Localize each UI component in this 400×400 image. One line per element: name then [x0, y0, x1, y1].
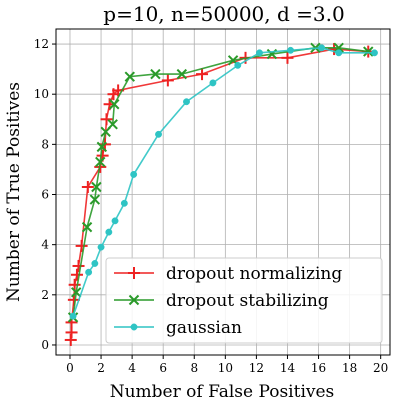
legend-entry-dropout-stabilizing: dropout stabilizing: [114, 291, 329, 311]
point-gaussian-marker: [287, 46, 295, 54]
y-tick-label: 10: [34, 87, 49, 101]
point-dropout-normalizing-marker: [75, 239, 88, 252]
point-dropout-stabilizing-marker: [176, 68, 188, 80]
point-gaussian-marker: [69, 312, 77, 320]
point-dropout-normalizing-marker: [72, 259, 85, 272]
y-tick-label: 4: [41, 238, 49, 252]
point-gaussian-marker: [105, 228, 113, 236]
chart-title: p=10, n=50000, d =3.0: [103, 2, 344, 26]
legend-box: [105, 257, 383, 344]
x-tick-label: 10: [218, 361, 233, 375]
legend-label: gaussian: [166, 318, 242, 338]
y-tick-label: 6: [41, 188, 49, 202]
point-gaussian-marker: [91, 260, 99, 267]
x-tick-label: 18: [342, 361, 357, 375]
point-dropout-stabilizing-marker: [95, 156, 106, 168]
y-tick-label: 8: [41, 137, 49, 151]
point-dropout-stabilizing-marker: [107, 119, 118, 130]
y-tick-label: 12: [34, 37, 49, 51]
y-tick-label: 2: [41, 288, 49, 302]
point-dropout-normalizing-marker: [161, 74, 174, 87]
x-tick-label: 14: [280, 361, 296, 375]
legend-label: dropout stabilizing: [166, 291, 329, 311]
series-dropout-stabilizing: [67, 42, 374, 323]
point-gaussian-marker: [371, 49, 378, 57]
point-gaussian-marker: [318, 44, 326, 52]
x-tick-label: 12: [249, 361, 264, 375]
point-dropout-normalizing-marker: [70, 268, 83, 281]
point-dropout-stabilizing-marker: [91, 181, 102, 193]
x-tick-label: 8: [190, 361, 198, 375]
ticks: 0 2 4 6 8 10 12 14 16 18 20 0 2 4 6 8 10 12: [34, 37, 389, 375]
point-dropout-normalizing-marker: [281, 51, 294, 64]
point-dropout-stabilizing-marker: [96, 141, 108, 153]
plot-frame: [55, 28, 391, 356]
point-dropout-stabilizing-marker: [124, 71, 135, 82]
x-tick-label: 16: [311, 361, 326, 375]
point-dropout-stabilizing-marker: [70, 287, 82, 298]
point-gaussian-marker: [183, 98, 190, 106]
legend-dropout-stabilizing-marker: [128, 294, 140, 306]
point-gaussian-marker: [130, 170, 138, 178]
point-gaussian-marker: [335, 49, 343, 57]
x-tick-label: 0: [66, 361, 74, 375]
point-gaussian-marker: [155, 130, 162, 138]
legend-entry-dropout-normalizing: dropout normalizing: [114, 264, 342, 284]
legend-entry-gaussian: gaussian: [114, 318, 242, 338]
x-tick-label: 6: [159, 361, 167, 375]
point-dropout-normalizing-marker: [65, 326, 78, 339]
point-gaussian-marker: [256, 49, 263, 57]
point-gaussian-marker: [85, 268, 93, 276]
point-dropout-stabilizing-marker: [109, 99, 120, 110]
point-gaussian-marker: [111, 217, 119, 225]
point-dropout-stabilizing-marker: [89, 194, 101, 205]
series-line-dropout-stabilizing: [72, 46, 369, 318]
point-dropout-stabilizing-marker: [81, 221, 93, 233]
y-axis-label: Number of True Positives: [4, 82, 24, 302]
series-gaussian: [69, 44, 378, 320]
point-dropout-stabilizing-marker: [150, 68, 161, 80]
point-gaussian-marker: [97, 243, 105, 251]
legend-dropout-normalizing-marker: [128, 267, 140, 279]
point-dropout-stabilizing-marker: [363, 46, 374, 57]
x-axis-label: Number of False Positives: [110, 382, 335, 400]
x-tick-label: 4: [128, 361, 136, 375]
point-gaussian-marker: [209, 79, 217, 87]
point-dropout-normalizing-marker: [68, 278, 81, 291]
series-layer: [64, 42, 378, 346]
legend-gaussian-marker: [130, 323, 138, 331]
legend: dropout normalizing dropout stabilizing ga…: [105, 257, 383, 344]
point-gaussian-marker: [234, 61, 242, 69]
point-dropout-normalizing-marker: [100, 113, 113, 126]
legend-label: dropout normalizing: [166, 264, 342, 284]
point-gaussian-marker: [120, 199, 128, 207]
y-tick-label: 0: [41, 338, 49, 352]
x-tick-label: 20: [373, 361, 388, 375]
point-dropout-normalizing-marker: [81, 180, 94, 193]
point-dropout-normalizing-marker: [196, 68, 209, 81]
point-dropout-stabilizing-marker: [333, 42, 344, 54]
x-tick-label: 2: [97, 361, 105, 375]
